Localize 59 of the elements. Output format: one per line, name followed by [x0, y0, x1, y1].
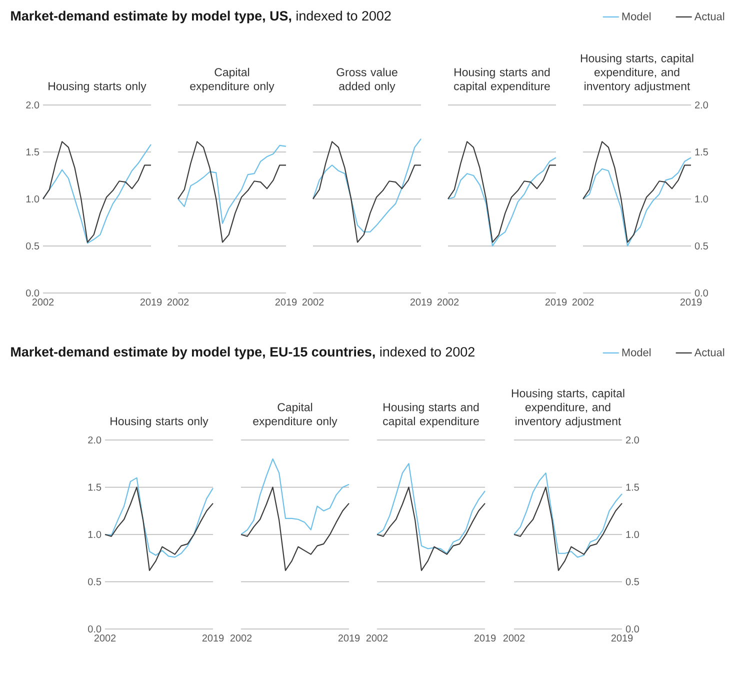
text: Market-demand estimate by model type, EU-15 countries, indexed to 2002: [11, 346, 474, 360]
y-tick-label: 0.5: [694, 242, 708, 250]
x-tick-label: 2019: [202, 634, 224, 642]
x-tick-label: 2002: [94, 634, 116, 642]
y-tick-label: 1.0: [88, 530, 102, 538]
line-series: [104, 477, 214, 558]
chart-title: Capital expenditure only: [190, 68, 274, 92]
x-tick-label: 2002: [366, 634, 388, 642]
chart-title: Capital expenditure only: [253, 402, 338, 428]
x-tick-label: 2019: [275, 298, 297, 306]
y-tick-label: 1.0: [626, 530, 639, 538]
y-tick-label: 0.5: [88, 578, 102, 586]
x-tick-label: 2002: [230, 634, 252, 642]
legend-label: Actual: [694, 348, 724, 356]
x-tick-label: 2002: [167, 298, 189, 306]
y-tick-label: 2.0: [695, 101, 708, 109]
y-tick-label: 1.5: [695, 148, 708, 156]
y-tick-label: 0.0: [694, 289, 708, 297]
y-tick-label: 0.5: [26, 242, 40, 250]
y-tick-label: 2.0: [88, 436, 102, 444]
y-tick-label: 0.5: [626, 578, 639, 586]
chart-title: Gross value added only: [336, 68, 398, 92]
y-tick-label: 2.0: [626, 436, 639, 444]
x-tick-label: 2019: [474, 634, 496, 642]
y-tick-label: 0.0: [26, 289, 40, 297]
x-tick-label: 2002: [572, 298, 594, 306]
x-tick-label: 2002: [302, 298, 324, 306]
line-series: [582, 157, 692, 247]
line-series: [513, 472, 623, 558]
line-series: [513, 486, 623, 571]
y-tick-label: 0.0: [626, 625, 639, 633]
x-tick-label: 2019: [545, 298, 567, 306]
x-tick-label: 2002: [503, 634, 525, 642]
y-tick-label: 1.5: [26, 148, 40, 156]
chart-title: Housing starts and capital expenditure: [383, 402, 479, 428]
line-series: [582, 141, 692, 243]
chart-title: Housing starts only: [110, 416, 208, 428]
chart-title: Housing starts only: [48, 82, 146, 92]
legend-label: Actual: [694, 12, 724, 20]
chart-title: Housing starts, capital expenditure, and inventory adjustment: [580, 54, 694, 92]
x-tick-label: 2019: [611, 634, 633, 642]
legend-label: Model: [622, 12, 651, 20]
x-tick-label: 2002: [32, 298, 54, 306]
x-tick-label: 2019: [338, 634, 360, 642]
y-tick-label: 1.5: [626, 484, 639, 491]
y-tick-label: 1.0: [695, 195, 708, 203]
line-series: [104, 486, 214, 571]
chart-title: Housing starts, capital expenditure, and inventory adjustment: [512, 388, 624, 428]
y-tick-label: 2.0: [26, 101, 40, 109]
legend-label: Model: [622, 348, 651, 356]
x-tick-label: 2019: [410, 298, 432, 306]
x-tick-label: 2002: [437, 298, 459, 306]
x-tick-label: 2019: [680, 298, 702, 306]
text: Market-demand estimate by model type, US, indexed to 2002: [11, 10, 391, 24]
x-tick-label: 2019: [140, 298, 162, 306]
chart-title: Housing starts and capital expenditure: [454, 68, 550, 92]
y-tick-label: 1.0: [26, 195, 40, 203]
y-tick-label: 1.5: [88, 484, 102, 491]
y-tick-label: 0.0: [88, 625, 102, 633]
